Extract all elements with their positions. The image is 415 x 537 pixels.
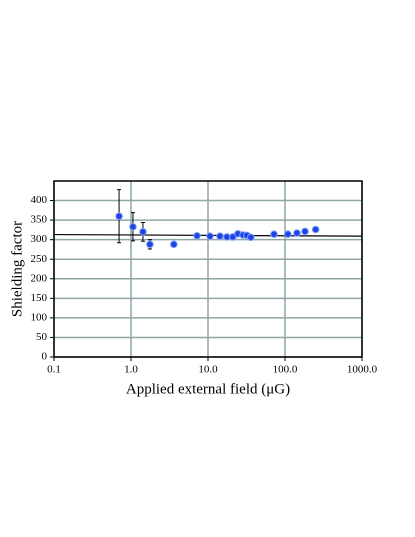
x-tick-label: 0.1 — [47, 364, 61, 376]
data-point — [293, 229, 301, 237]
x-axis-title: Applied external field (μG) — [126, 381, 290, 397]
data-point — [247, 233, 255, 242]
data-point — [284, 230, 292, 238]
y-tick-label: 350 — [31, 214, 48, 226]
y-tick-label: 100 — [31, 311, 48, 323]
y-tick-label: 400 — [31, 194, 48, 206]
y-tick-label: 50 — [36, 331, 48, 343]
x-tick-label: 10.0 — [198, 364, 218, 376]
x-tick-label: 1.0 — [124, 364, 138, 376]
data-point — [206, 232, 214, 240]
y-tick-label: 250 — [31, 253, 48, 265]
data-point — [311, 225, 320, 234]
data-point — [139, 228, 147, 236]
y-tick-label: 200 — [31, 272, 48, 284]
y-tick-label: 0 — [42, 351, 48, 363]
x-tick-label: 1000.0 — [347, 364, 378, 376]
plot-frame — [53, 180, 363, 358]
data-point — [146, 240, 154, 249]
data-point — [129, 222, 137, 231]
data-point — [216, 232, 224, 240]
data-point — [115, 212, 123, 220]
data-point — [170, 240, 178, 249]
y-axis-title: Shielding factor — [9, 221, 25, 317]
data-point — [270, 230, 278, 238]
x-tick-label: 100.0 — [273, 364, 298, 376]
y-tick-label: 300 — [31, 233, 48, 245]
data-point — [193, 231, 201, 240]
y-tick-label: 150 — [31, 292, 48, 304]
data-point — [301, 227, 309, 236]
